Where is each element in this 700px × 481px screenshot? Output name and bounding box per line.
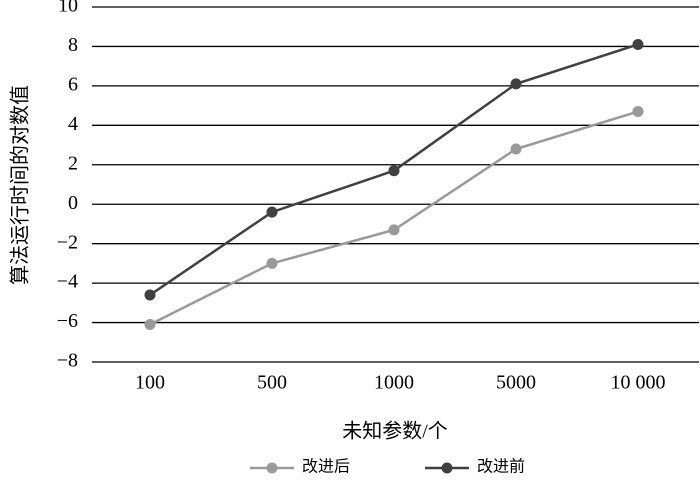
y-tick-label: −6 bbox=[57, 310, 78, 332]
data-point bbox=[144, 319, 156, 331]
series-line bbox=[149, 110, 639, 326]
y-tick-label: 2 bbox=[68, 152, 78, 174]
y-tick-label: −2 bbox=[57, 231, 78, 253]
y-tick-label: −4 bbox=[57, 271, 78, 293]
x-tick-label: 100 bbox=[135, 372, 165, 394]
data-point bbox=[388, 224, 400, 236]
y-tick-label: 4 bbox=[68, 113, 78, 135]
data-point bbox=[632, 38, 644, 50]
legend-label: 改进前 bbox=[477, 458, 525, 476]
legend-marker bbox=[441, 462, 453, 474]
y-axis-title: 算法运行时间的对数值 bbox=[9, 85, 32, 285]
y-tick-label: 0 bbox=[68, 192, 78, 214]
y-tick-label: 8 bbox=[68, 34, 78, 56]
legend-label: 改进后 bbox=[302, 458, 350, 476]
x-axis-title: 未知参数/个 bbox=[342, 420, 448, 443]
data-point bbox=[510, 78, 522, 90]
y-tick-label: 10 bbox=[58, 0, 78, 17]
y-tick-label: 6 bbox=[68, 73, 78, 95]
x-tick-label: 5000 bbox=[496, 372, 536, 394]
data-point bbox=[388, 165, 400, 177]
data-point bbox=[510, 143, 522, 155]
data-point bbox=[266, 257, 278, 269]
x-tick-label: 10 000 bbox=[611, 372, 666, 394]
legend-marker bbox=[266, 462, 278, 474]
data-point bbox=[632, 106, 644, 118]
data-point bbox=[144, 289, 156, 301]
x-tick-label: 1000 bbox=[374, 372, 414, 394]
data-point bbox=[266, 206, 278, 218]
y-tick-label: −8 bbox=[57, 350, 78, 372]
x-tick-label: 500 bbox=[257, 372, 287, 394]
